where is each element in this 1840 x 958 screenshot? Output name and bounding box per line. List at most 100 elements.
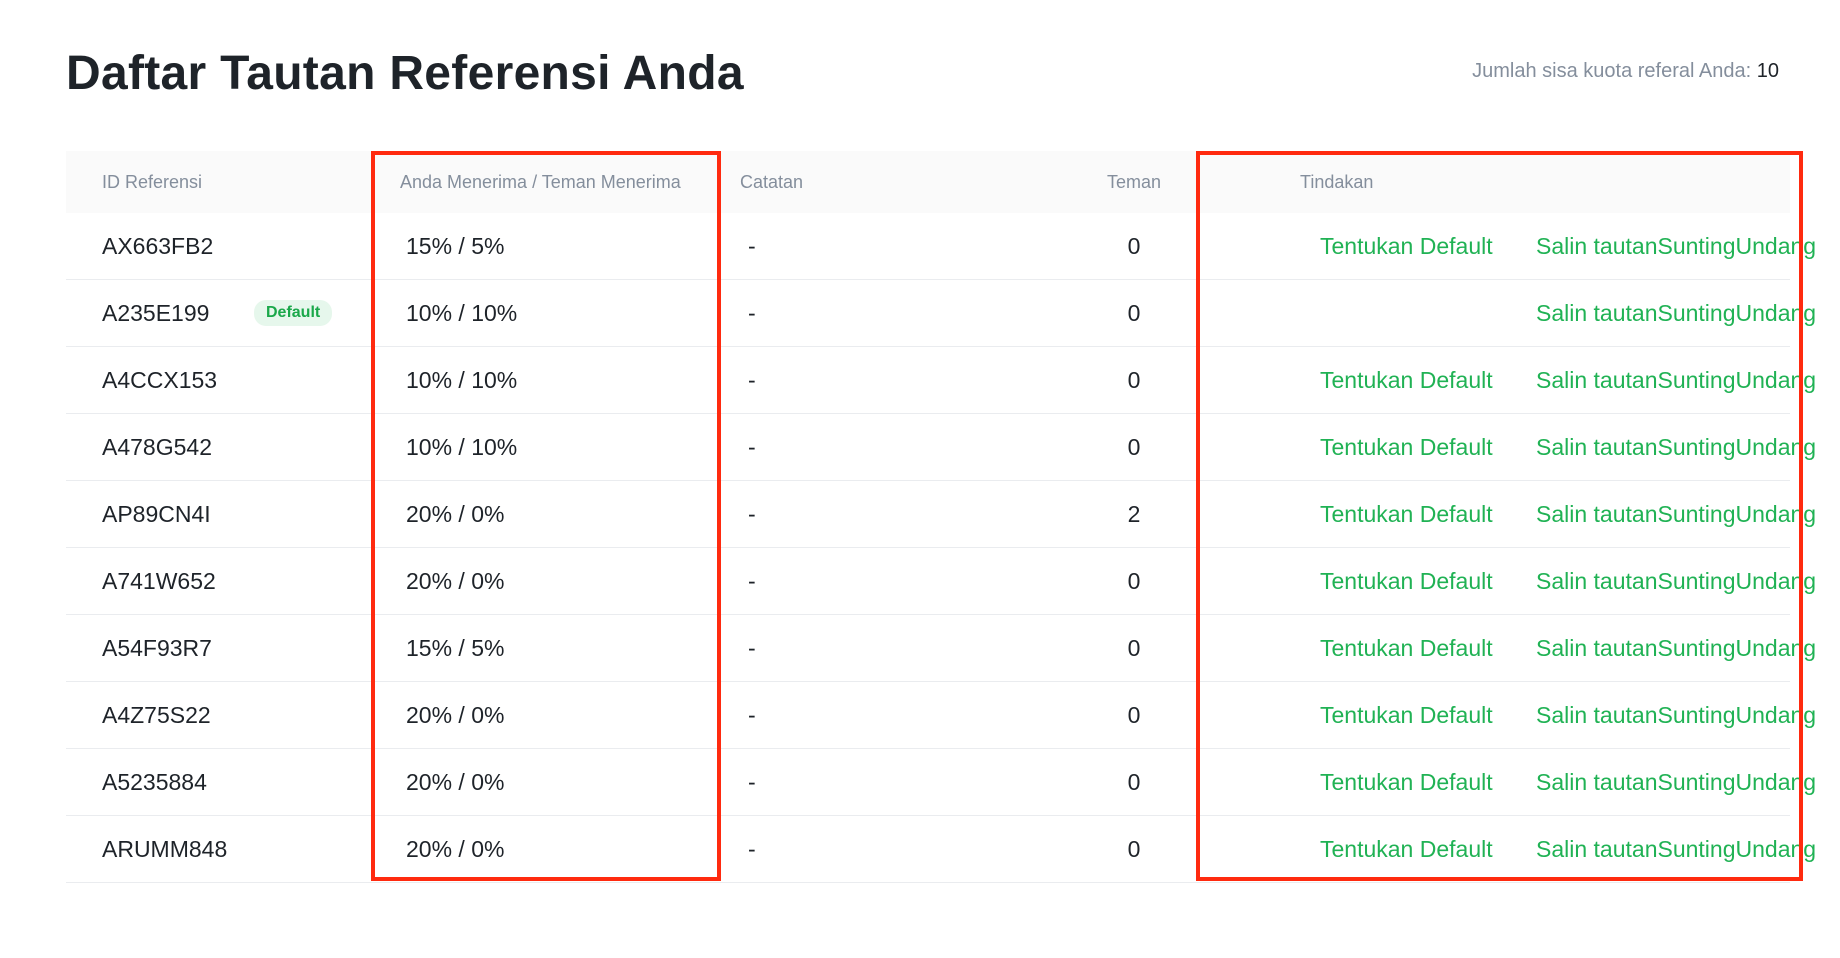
- copy-link-button[interactable]: Salin tautan: [1536, 835, 1658, 862]
- edit-link[interactable]: Sunting: [1657, 232, 1736, 259]
- commission-rate: 20% / 0%: [372, 815, 722, 883]
- edit-link[interactable]: Sunting: [1657, 567, 1736, 594]
- referral-id-cell: A54F93R7: [66, 614, 372, 682]
- referral-id: A235E199: [102, 299, 210, 326]
- referral-id-cell: ARUMM848: [66, 815, 372, 883]
- note: -: [722, 681, 990, 749]
- referral-id-cell: A5235884: [66, 748, 372, 816]
- invite-link[interactable]: Undang: [1735, 500, 1817, 527]
- invite-link[interactable]: Undang: [1735, 232, 1817, 259]
- friends-count: 0: [990, 681, 1278, 749]
- set-default-link[interactable]: Tentukan Default: [1320, 701, 1493, 728]
- note: -: [722, 480, 990, 548]
- set-default-link[interactable]: Tentukan Default: [1320, 500, 1493, 527]
- copy-link-button[interactable]: Salin tautan: [1536, 366, 1658, 393]
- actions-cell: Tentukan Default Salin tautanSuntingUndan…: [1278, 413, 1816, 481]
- referral-links-table: ID Referensi Anda Menerima / Teman Mener…: [66, 151, 1816, 883]
- table-row: A5235884 20% / 0% -0 Tentukan Default Salin …: [66, 748, 1816, 816]
- table-row: A4CCX153 10% / 10% -0 Tentukan Default Salin…: [66, 346, 1816, 414]
- edit-link[interactable]: Sunting: [1657, 701, 1736, 728]
- referral-id: ARUMM848: [102, 835, 228, 862]
- actions-cell: Tentukan Default Salin tautanSuntingUndan…: [1278, 480, 1816, 548]
- copy-link-button[interactable]: Salin tautan: [1536, 500, 1658, 527]
- friends-count: 0: [990, 815, 1278, 883]
- friends-count: 2: [990, 480, 1278, 548]
- invite-link[interactable]: Undang: [1735, 835, 1817, 862]
- copy-link-button[interactable]: Salin tautan: [1536, 232, 1658, 259]
- friends-count: 0: [990, 346, 1278, 414]
- set-default-link[interactable]: Tentukan Default: [1320, 634, 1493, 661]
- set-default-link[interactable]: Tentukan Default: [1320, 366, 1493, 393]
- invite-link[interactable]: Undang: [1735, 768, 1817, 795]
- referral-id-cell: AX663FB2: [66, 213, 372, 280]
- commission-rate: 20% / 0%: [372, 681, 722, 749]
- actions-cell: Salin tautanSuntingUndang: [1278, 279, 1816, 347]
- commission-rate: 10% / 10%: [372, 413, 722, 481]
- referral-quota: Jumlah sisa kuota referal Anda: 10: [1472, 60, 1779, 83]
- edit-link[interactable]: Sunting: [1657, 299, 1736, 326]
- edit-link[interactable]: Sunting: [1657, 835, 1736, 862]
- invite-link[interactable]: Undang: [1735, 701, 1817, 728]
- referral-id: A5235884: [102, 768, 207, 795]
- actions-cell: Tentukan Default Salin tautanSuntingUndan…: [1278, 213, 1816, 280]
- page-title: Daftar Tautan Referensi Anda: [66, 47, 744, 100]
- table-row: A478G542 10% / 10% -0 Tentukan Default Salin…: [66, 413, 1816, 481]
- edit-link[interactable]: Sunting: [1657, 366, 1736, 393]
- actions-cell: Tentukan Default Salin tautanSuntingUndan…: [1278, 681, 1816, 749]
- copy-link-button[interactable]: Salin tautan: [1536, 634, 1658, 661]
- set-default-link[interactable]: Tentukan Default: [1320, 835, 1493, 862]
- commission-rate: 20% / 0%: [372, 748, 722, 816]
- commission-rate: 15% / 5%: [372, 213, 722, 280]
- set-default-link[interactable]: Tentukan Default: [1320, 232, 1493, 259]
- invite-link[interactable]: Undang: [1735, 366, 1817, 393]
- table-row: ARUMM848 20% / 0% -0 Tentukan Default Salin …: [66, 815, 1816, 883]
- set-default-link[interactable]: Tentukan Default: [1320, 433, 1493, 460]
- referral-id: AX663FB2: [102, 232, 214, 259]
- quota-value: 10: [1756, 60, 1779, 82]
- commission-rate: 20% / 0%: [372, 480, 722, 548]
- note: -: [722, 815, 990, 883]
- commission-rate: 10% / 10%: [372, 346, 722, 414]
- edit-link[interactable]: Sunting: [1657, 500, 1736, 527]
- table-body: AX663FB2 15% / 5% -0 Tentukan Default Salin …: [66, 213, 1816, 883]
- commission-rate: 20% / 0%: [372, 547, 722, 615]
- header-referral-id: ID Referensi: [66, 151, 372, 213]
- invite-link[interactable]: Undang: [1735, 567, 1817, 594]
- actions-cell: Tentukan Default Salin tautanSuntingUndan…: [1278, 346, 1816, 414]
- copy-link-button[interactable]: Salin tautan: [1536, 701, 1658, 728]
- referral-id: A478G542: [102, 433, 212, 460]
- invite-link[interactable]: Undang: [1735, 634, 1817, 661]
- referral-id: A4Z75S22: [102, 701, 211, 728]
- copy-link-button[interactable]: Salin tautan: [1536, 433, 1658, 460]
- table-row: AP89CN4I 20% / 0% -2 Tentukan Default Salin …: [66, 480, 1816, 548]
- edit-link[interactable]: Sunting: [1657, 433, 1736, 460]
- referral-id: A54F93R7: [102, 634, 212, 661]
- referral-id-cell: A478G542: [66, 413, 372, 481]
- actions-cell: Tentukan Default Salin tautanSuntingUndan…: [1278, 748, 1816, 816]
- copy-link-button[interactable]: Salin tautan: [1536, 299, 1658, 326]
- quota-label: Jumlah sisa kuota referal Anda:: [1472, 60, 1757, 82]
- friends-count: 0: [990, 614, 1278, 682]
- commission-rate: 15% / 5%: [372, 614, 722, 682]
- table-row: A235E199 Default 10% / 10% -0 Salin tautanSu…: [66, 279, 1816, 347]
- header-actions: Tindakan: [1278, 151, 1790, 213]
- note: -: [722, 614, 990, 682]
- note: -: [722, 213, 990, 280]
- set-default-link[interactable]: Tentukan Default: [1320, 567, 1493, 594]
- edit-link[interactable]: Sunting: [1657, 634, 1736, 661]
- invite-link[interactable]: Undang: [1735, 299, 1817, 326]
- note: -: [722, 748, 990, 816]
- edit-link[interactable]: Sunting: [1657, 768, 1736, 795]
- set-default-link[interactable]: Tentukan Default: [1320, 768, 1493, 795]
- header-note: Catatan: [722, 151, 990, 213]
- friends-count: 0: [990, 213, 1278, 280]
- copy-link-button[interactable]: Salin tautan: [1536, 567, 1658, 594]
- actions-cell: Tentukan Default Salin tautanSuntingUndan…: [1278, 547, 1816, 615]
- referral-id-cell: A4Z75S22: [66, 681, 372, 749]
- invite-link[interactable]: Undang: [1735, 433, 1817, 460]
- friends-count: 0: [990, 413, 1278, 481]
- note: -: [722, 346, 990, 414]
- referral-id: A741W652: [102, 567, 216, 594]
- friends-count: 0: [990, 547, 1278, 615]
- copy-link-button[interactable]: Salin tautan: [1536, 768, 1658, 795]
